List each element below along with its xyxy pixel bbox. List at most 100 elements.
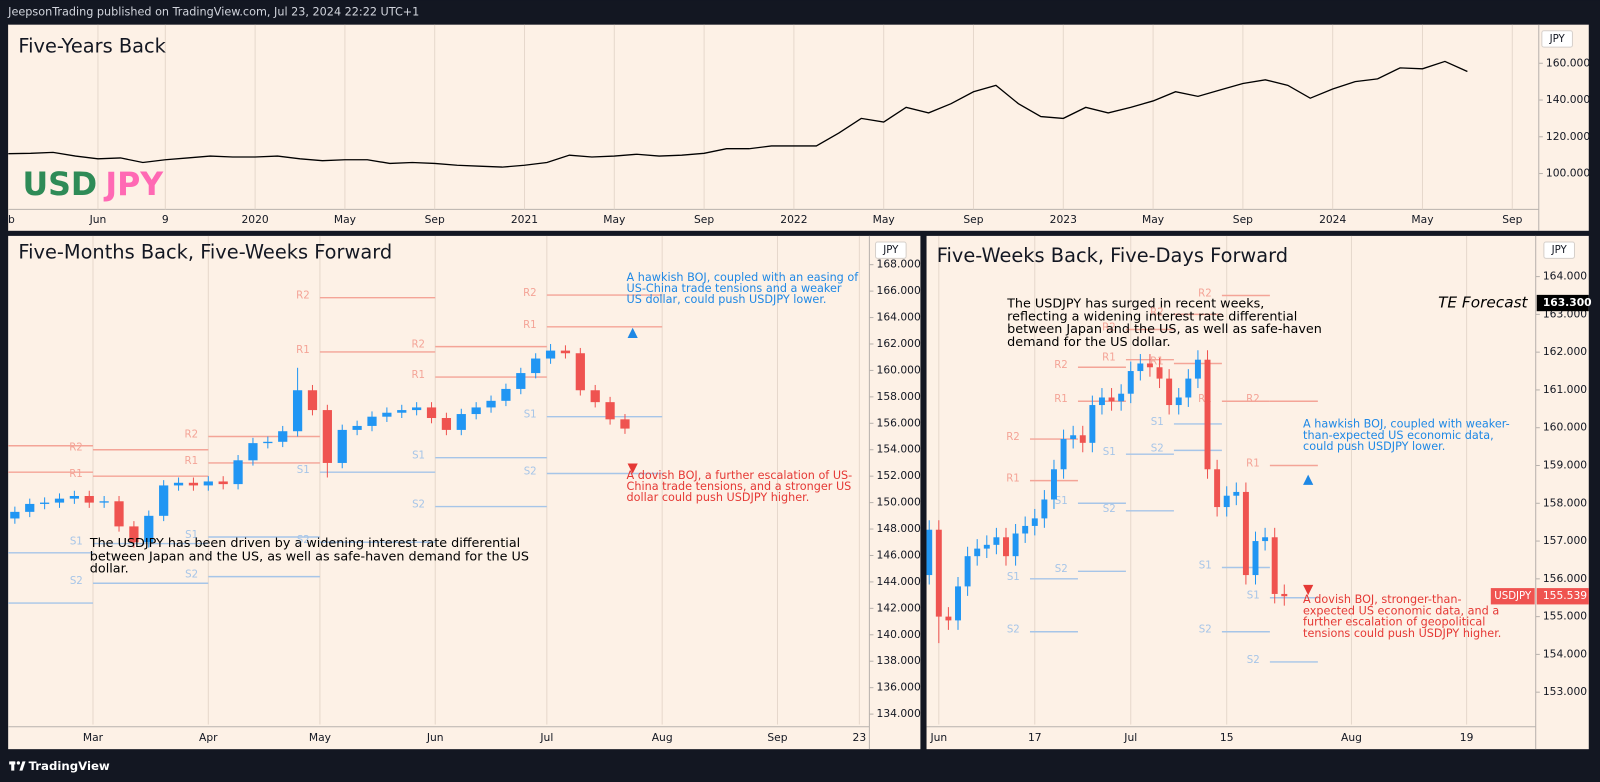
candle-body — [1262, 537, 1269, 542]
candle-body — [367, 416, 377, 426]
candle-body — [1204, 359, 1211, 470]
plot-area: R2 R1 S1 S2 R2 R1 S1 S2 R2 R1 S1 S2 R2 R1 S1 S2 R2 R1 S1 S2… — [926, 235, 1468, 725]
footer-text: TradingView — [29, 759, 110, 773]
candle-body — [1252, 541, 1259, 576]
candle-body — [545, 350, 556, 359]
x-tick-label: Aug — [1341, 731, 1362, 744]
pivot-label: S1 — [1151, 417, 1164, 428]
y-tick-label: 152.000 — [877, 469, 921, 482]
annotation: The USDJPY has been driven by a widening… — [89, 536, 529, 576]
candle-body — [531, 358, 541, 374]
candle-body — [322, 410, 332, 463]
pivot-label: S2 — [185, 570, 198, 581]
candle-body — [1079, 435, 1086, 443]
annotation-marker — [1303, 584, 1314, 596]
candle-body — [1098, 397, 1105, 406]
y-tick-label: 140.000 — [877, 628, 921, 641]
y-tick-label: 160.000 — [877, 363, 921, 376]
candle-body — [1233, 491, 1240, 496]
candle-body — [955, 586, 961, 621]
candle-body — [263, 441, 273, 444]
x-tick-label: Jun — [89, 213, 107, 226]
symbol-tag — [1490, 588, 1535, 605]
x-tick-label: 2020 — [241, 213, 268, 226]
panel-background — [926, 235, 1589, 750]
pivot-label: S2 — [297, 535, 310, 546]
candle-body — [188, 482, 199, 486]
candle-body — [974, 548, 981, 557]
pivot-label: R2 — [1102, 322, 1116, 333]
x-tick-label: Apr — [199, 731, 218, 744]
pivot-label: R2 — [1198, 288, 1212, 299]
candle-body — [1166, 378, 1173, 406]
candle-body — [412, 407, 422, 411]
pivot-label: S2 — [1055, 564, 1068, 575]
candle-body — [486, 400, 496, 408]
pivot-label: R1 — [1246, 458, 1260, 469]
candle-body — [144, 515, 154, 543]
y-tick-label: 146.000 — [877, 548, 921, 561]
candle-body — [1146, 363, 1153, 368]
candle-body — [1242, 491, 1249, 576]
price-value: 155.539 — [1543, 589, 1587, 602]
annotation-box: A dovish BOJ, stronger-than-expected US … — [1303, 594, 1501, 639]
pivot-label: R1 — [69, 469, 83, 480]
x-tick-label: Jun — [426, 731, 444, 744]
annotation: The USDJPY has surged in recent weeks, r… — [1007, 297, 1322, 349]
candle-body — [560, 350, 571, 354]
candle-body — [1223, 495, 1230, 508]
candle-body — [983, 544, 990, 549]
pivot-label: R2 — [296, 291, 310, 302]
x-tick-label: Jun — [929, 731, 947, 744]
candle-body — [1022, 525, 1029, 534]
price-line — [8, 60, 1468, 168]
candle-body — [218, 481, 228, 485]
pivot-label: S1 — [70, 537, 83, 548]
candle-body — [203, 481, 213, 486]
x-tick-label: Aug — [652, 731, 673, 744]
price-tag — [1536, 588, 1589, 605]
candle-body — [1156, 367, 1163, 379]
pivot-label: R1 — [185, 456, 199, 467]
x-tick-label: 23 — [853, 731, 867, 744]
pivot-label: S2 — [1151, 443, 1164, 454]
annotation-marker — [627, 327, 638, 338]
pivot-label: S1 — [185, 530, 198, 541]
candle-body — [173, 482, 184, 486]
candle-body — [471, 407, 481, 415]
candle-body — [1060, 439, 1067, 470]
pivot-label: R1 — [296, 345, 310, 356]
x-tick-label: Sep — [694, 213, 714, 226]
candle-body — [590, 390, 600, 403]
x-tick-label: 2024 — [1319, 213, 1346, 226]
candle-body — [935, 529, 942, 617]
candle-body — [54, 498, 65, 503]
axis-unit: JPY — [1551, 245, 1568, 256]
y-tick-label: 160.000 — [1543, 421, 1587, 434]
annotation-marker — [627, 463, 638, 474]
y-tick-label: 162.000 — [877, 337, 921, 350]
unit-box — [875, 241, 907, 259]
candle-body — [1185, 378, 1192, 398]
pivot-label: S1 — [1007, 572, 1020, 583]
chart-title: Five-Years Back — [18, 35, 166, 58]
x-tick-label: Sep — [1502, 213, 1522, 226]
unit-box — [1541, 30, 1573, 48]
x-tick-label: eb — [1, 213, 15, 226]
x-tick-label: May — [1142, 213, 1165, 226]
y-tick-label: 148.000 — [877, 522, 921, 535]
pivot-label: R1 — [1150, 356, 1164, 367]
x-tick-label: Sep — [1233, 213, 1253, 226]
candle-body — [964, 556, 971, 587]
annotation-box: A hawkish BOJ, coupled with weaker-than-… — [1303, 419, 1510, 453]
candle-body — [278, 431, 288, 442]
y-tick-label: 158.000 — [877, 390, 921, 403]
candle-body — [945, 616, 952, 621]
symbol-part: USD — [22, 167, 97, 203]
y-tick-label: 140.000 — [1546, 93, 1590, 106]
annotation-box: The USDJPY has surged in recent weeks, r… — [1007, 297, 1322, 349]
pivot-label: S1 — [1055, 496, 1068, 507]
candle-body — [292, 390, 303, 432]
y-tick-label: 142.000 — [877, 601, 921, 614]
